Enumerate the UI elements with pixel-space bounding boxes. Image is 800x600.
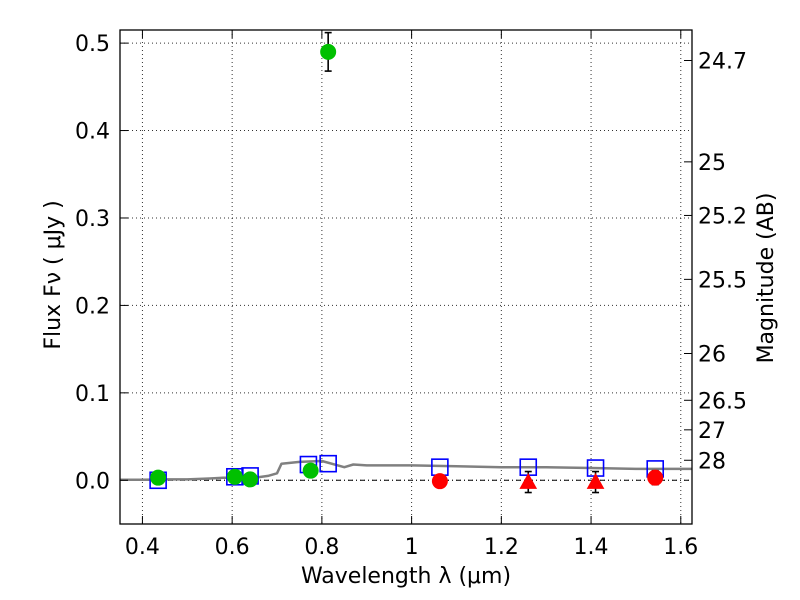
observed-flux-point <box>302 462 319 479</box>
y2-tick-label: 26 <box>698 343 726 368</box>
x-tick-label: 0.4 <box>125 535 160 560</box>
y2-tick-label: 24.7 <box>698 50 747 75</box>
x-tick-label: 1.2 <box>484 535 519 560</box>
x-tick-label: 0.8 <box>304 535 339 560</box>
upper-limit-triangle <box>586 473 605 489</box>
y-tick-label: 0.0 <box>75 469 110 494</box>
x-tick-label: 0.6 <box>215 535 250 560</box>
data-markers <box>149 31 665 494</box>
y2-tick-label: 25.5 <box>698 268 747 293</box>
y2-tick-label: 25.2 <box>698 204 747 229</box>
y-tick-label: 0.4 <box>75 120 110 145</box>
y-tick-label: 0.2 <box>75 294 110 319</box>
y-tick-label: 0.5 <box>75 32 110 57</box>
y2-tick-label: 26.5 <box>698 389 747 414</box>
grid-lines <box>120 30 692 524</box>
observed-flux-point <box>431 473 448 490</box>
model-spectrum-line <box>120 459 692 482</box>
observed-flux-point <box>150 469 167 486</box>
plot-frame <box>119 29 693 525</box>
plot-border <box>119 29 693 525</box>
y2-tick-label: 28 <box>698 449 726 474</box>
x-tick-label: 1.6 <box>663 535 698 560</box>
observed-flux-point <box>647 469 664 486</box>
x-axis-label: Wavelength λ (μm) <box>301 564 511 589</box>
y-tick-label: 0.1 <box>75 382 110 407</box>
observed-flux-point <box>226 468 243 485</box>
x-tick-label: 1 <box>405 535 419 560</box>
y2-tick-label: 25 <box>698 151 726 176</box>
y-axis-label: Flux Fν ( μJy ) <box>41 200 66 349</box>
model-spectrum <box>120 459 692 482</box>
observed-flux-point <box>320 43 337 60</box>
model-flux-square <box>319 454 337 473</box>
observed-flux-point <box>242 471 259 488</box>
upper-limit-triangle <box>519 473 538 489</box>
y2-axis-label: Magnitude (AB) <box>754 193 779 364</box>
y-tick-label: 0.3 <box>75 207 110 232</box>
y2-tick-label: 27 <box>698 419 726 444</box>
axis-ticks: 0.4 0.6 0.8 1 1.2 1.4 1.6 0.0 0.1 0.2 0.3 0.4 0.5 24.… <box>75 30 747 560</box>
x-tick-label: 1.4 <box>574 535 609 560</box>
